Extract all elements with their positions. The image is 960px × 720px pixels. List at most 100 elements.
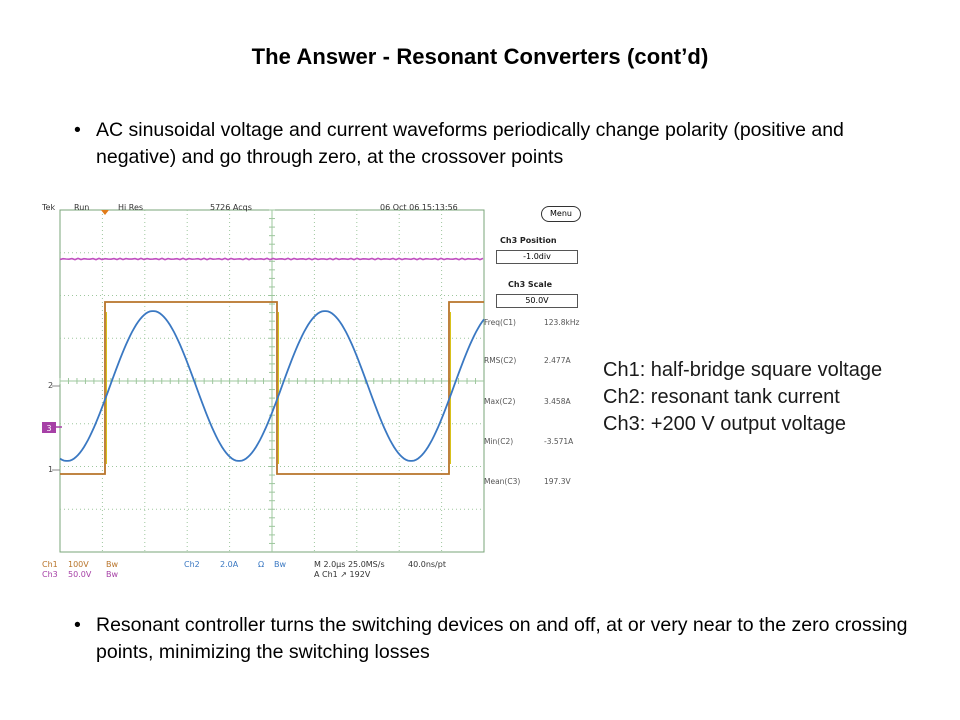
grid-dot xyxy=(388,295,389,296)
grid-dot xyxy=(248,295,249,296)
grid-dot xyxy=(208,508,209,510)
grid-dot xyxy=(229,522,231,523)
grid-dot xyxy=(80,337,81,339)
grid-dot xyxy=(212,337,213,339)
grid-dot xyxy=(356,298,358,299)
grid-dot xyxy=(104,508,105,510)
grid-dot xyxy=(316,508,317,510)
grid-dot xyxy=(448,295,449,296)
grid-dot xyxy=(396,337,397,339)
measurement-label: Min(C2) xyxy=(484,437,514,446)
grid-dot xyxy=(140,466,141,467)
grid-dot xyxy=(398,210,400,211)
grid-dot xyxy=(186,270,188,271)
grid-dot xyxy=(229,442,231,443)
grid-dot xyxy=(196,466,197,467)
grid-dot xyxy=(144,454,146,455)
grid-dot xyxy=(196,252,197,254)
grid-dot xyxy=(186,238,188,239)
grid-dot xyxy=(160,423,161,425)
grid-dot xyxy=(404,337,405,339)
grid-dot xyxy=(136,423,137,425)
scope-menu-button[interactable]: Menu xyxy=(541,206,581,222)
grid-dot xyxy=(112,423,113,425)
grid-dot xyxy=(464,508,465,510)
grid-dot xyxy=(172,252,173,254)
grid-dot xyxy=(313,362,315,363)
grid-dot xyxy=(420,508,421,510)
grid-dot xyxy=(208,295,209,296)
grid-dot xyxy=(101,414,103,415)
grid-dot xyxy=(398,342,400,343)
grid-dot xyxy=(144,278,146,279)
grid-dot xyxy=(356,394,358,395)
grid-dot xyxy=(144,390,146,391)
grid-dot xyxy=(308,337,309,339)
grid-dot xyxy=(308,423,309,425)
grid-dot xyxy=(313,314,315,315)
grid-dot xyxy=(124,295,125,296)
grid-dot xyxy=(441,342,443,343)
grid-dot xyxy=(144,502,146,503)
grid-dot xyxy=(356,530,358,531)
grid-dot xyxy=(172,508,173,510)
grid-dot xyxy=(168,466,169,467)
grid-dot xyxy=(186,294,188,295)
grid-dot xyxy=(101,326,103,327)
grid-dot xyxy=(229,414,231,415)
grid-dot xyxy=(144,470,146,471)
grid-dot xyxy=(300,466,301,467)
grid-dot xyxy=(313,338,315,339)
grid-dot xyxy=(101,254,103,255)
grid-dot xyxy=(400,337,401,339)
grid-dot xyxy=(204,337,205,339)
grid-dot xyxy=(92,337,93,339)
grid-dot xyxy=(140,295,141,296)
grid-dot xyxy=(313,470,315,471)
grid-dot xyxy=(229,546,231,547)
grid-dot xyxy=(356,450,358,451)
grid-dot xyxy=(316,423,317,425)
grid-dot xyxy=(268,337,269,339)
grid-dot xyxy=(356,454,358,455)
grid-dot xyxy=(186,446,188,447)
grid-dot xyxy=(96,508,97,510)
grid-dot xyxy=(229,446,231,447)
grid-dot xyxy=(356,270,358,271)
grid-dot xyxy=(229,214,231,215)
grid-dot xyxy=(101,366,103,367)
grid-dot xyxy=(456,466,457,467)
grid-dot xyxy=(313,414,315,415)
grid-dot xyxy=(260,508,261,510)
grid-dot xyxy=(441,510,443,511)
grid-dot xyxy=(424,337,425,339)
grid-dot xyxy=(124,252,125,254)
grid-dot xyxy=(398,538,400,539)
grid-dot xyxy=(186,346,188,347)
grid-dot xyxy=(398,462,400,463)
grid-dot xyxy=(313,502,315,503)
grid-dot xyxy=(144,370,146,371)
grid-dot xyxy=(186,230,188,231)
grid-dot xyxy=(398,458,400,459)
grid-dot xyxy=(441,222,443,223)
grid-dot xyxy=(186,410,188,411)
grid-dot xyxy=(398,470,400,471)
grid-dot xyxy=(352,337,353,339)
grid-dot xyxy=(229,238,231,239)
grid-dot xyxy=(398,286,400,287)
grid-dot xyxy=(444,252,445,254)
ch3-marker-label: 3 xyxy=(46,424,51,433)
grid-dot xyxy=(398,282,400,283)
grid-dot xyxy=(101,470,103,471)
grid-dot xyxy=(192,252,193,254)
grid-dot xyxy=(186,538,188,539)
grid-dot xyxy=(424,423,425,425)
grid-dot xyxy=(356,414,358,415)
grid-dot xyxy=(308,252,309,254)
grid-dot xyxy=(229,478,231,479)
grid-dot xyxy=(398,498,400,499)
grid-dot xyxy=(100,508,101,510)
grid-dot xyxy=(229,498,231,499)
grid-dot xyxy=(101,234,103,235)
